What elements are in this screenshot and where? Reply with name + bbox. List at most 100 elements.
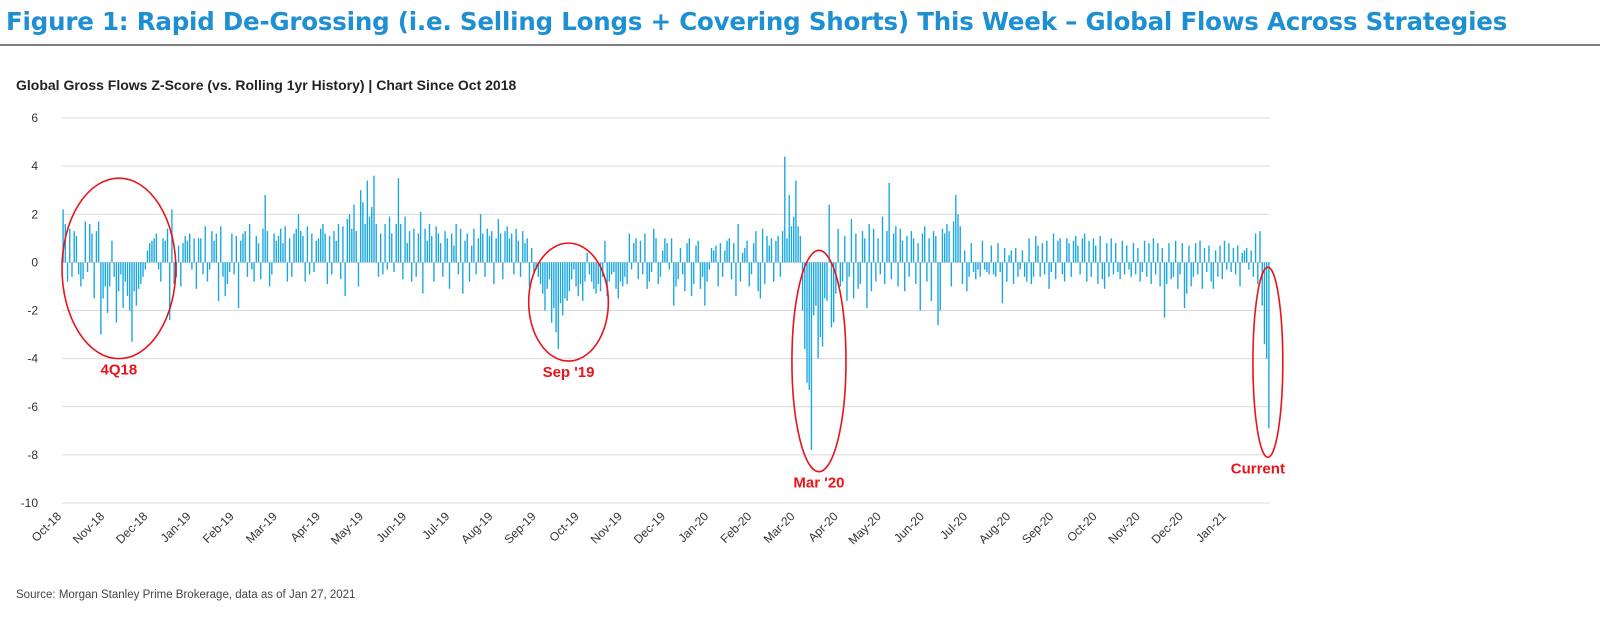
bar xyxy=(1257,262,1259,285)
bar xyxy=(1046,240,1048,263)
bar xyxy=(562,262,564,316)
bar xyxy=(308,262,311,275)
bar xyxy=(710,247,713,263)
bar xyxy=(137,262,140,289)
bar xyxy=(488,235,491,263)
bar xyxy=(728,238,730,263)
bar xyxy=(850,219,853,263)
bar xyxy=(155,233,158,263)
bar xyxy=(1041,243,1044,263)
bar xyxy=(233,262,235,275)
bar xyxy=(242,233,244,263)
bar xyxy=(1001,262,1004,304)
bar xyxy=(153,238,155,263)
bar xyxy=(857,262,859,289)
bar xyxy=(1032,262,1035,277)
bar xyxy=(1097,262,1099,285)
bar xyxy=(1183,262,1186,309)
bar xyxy=(482,233,484,263)
bar xyxy=(417,233,420,263)
bar xyxy=(140,262,142,285)
bar xyxy=(1250,250,1252,263)
bar xyxy=(1208,245,1210,263)
bar xyxy=(648,262,651,282)
bar xyxy=(346,219,349,263)
bar xyxy=(604,240,606,263)
bar xyxy=(364,223,366,263)
bar xyxy=(963,250,966,263)
bar xyxy=(655,238,657,263)
bar xyxy=(1095,245,1097,263)
bar xyxy=(1055,262,1057,280)
bar xyxy=(981,240,984,263)
bar xyxy=(735,262,737,297)
bar xyxy=(133,262,135,292)
bar xyxy=(664,238,666,263)
annotation-label: Mar '20 xyxy=(793,475,844,492)
bar xyxy=(102,262,104,299)
bar xyxy=(431,235,433,263)
bar xyxy=(377,262,380,277)
bar xyxy=(679,247,682,263)
bar xyxy=(315,240,317,263)
bar xyxy=(797,226,799,263)
bar xyxy=(781,231,784,263)
bar xyxy=(100,262,102,335)
bar xyxy=(66,262,69,282)
bar xyxy=(268,262,271,287)
bar xyxy=(1186,262,1188,294)
bar xyxy=(399,223,402,263)
bar xyxy=(519,262,522,277)
bar xyxy=(659,262,662,277)
x-tick-label: Aug-20 xyxy=(976,509,1013,546)
bar xyxy=(362,202,364,263)
bar xyxy=(522,231,524,263)
bar xyxy=(117,262,120,292)
bar xyxy=(1057,240,1059,263)
bar xyxy=(744,247,746,263)
bar xyxy=(997,243,999,263)
bar xyxy=(626,262,628,285)
bar xyxy=(224,262,226,297)
bar xyxy=(1037,245,1039,263)
y-tick-label: 4 xyxy=(31,159,38,173)
bar xyxy=(932,231,935,263)
bar xyxy=(186,240,189,263)
bar xyxy=(779,262,782,277)
x-tick-label: Feb-19 xyxy=(200,509,237,546)
bar xyxy=(217,262,220,301)
bar xyxy=(539,262,542,285)
bar xyxy=(901,240,904,263)
bar xyxy=(879,262,881,275)
bar xyxy=(815,262,817,306)
bar xyxy=(1077,245,1079,263)
bar xyxy=(537,262,540,277)
bar xyxy=(264,195,266,263)
bar xyxy=(832,262,835,323)
bar xyxy=(646,262,648,289)
bar xyxy=(699,262,702,289)
bar xyxy=(62,209,64,263)
bar xyxy=(442,262,444,277)
x-tick-label: Jun-19 xyxy=(373,509,409,545)
bar xyxy=(122,262,124,309)
x-tick-label: Jul-19 xyxy=(419,509,452,542)
bar xyxy=(495,238,497,263)
bar xyxy=(777,235,779,263)
bar xyxy=(504,231,506,263)
bar xyxy=(910,231,913,263)
bar xyxy=(810,262,813,451)
bar xyxy=(861,231,864,263)
bar xyxy=(681,262,684,275)
bar xyxy=(1179,262,1181,275)
bar xyxy=(968,262,970,277)
bar xyxy=(990,245,993,263)
bar xyxy=(284,226,286,263)
bar xyxy=(1090,262,1092,277)
bar xyxy=(1168,243,1170,263)
bar xyxy=(1188,245,1190,263)
bar xyxy=(80,262,82,287)
bar xyxy=(193,238,195,263)
bar xyxy=(999,262,1001,273)
bar xyxy=(89,223,91,263)
